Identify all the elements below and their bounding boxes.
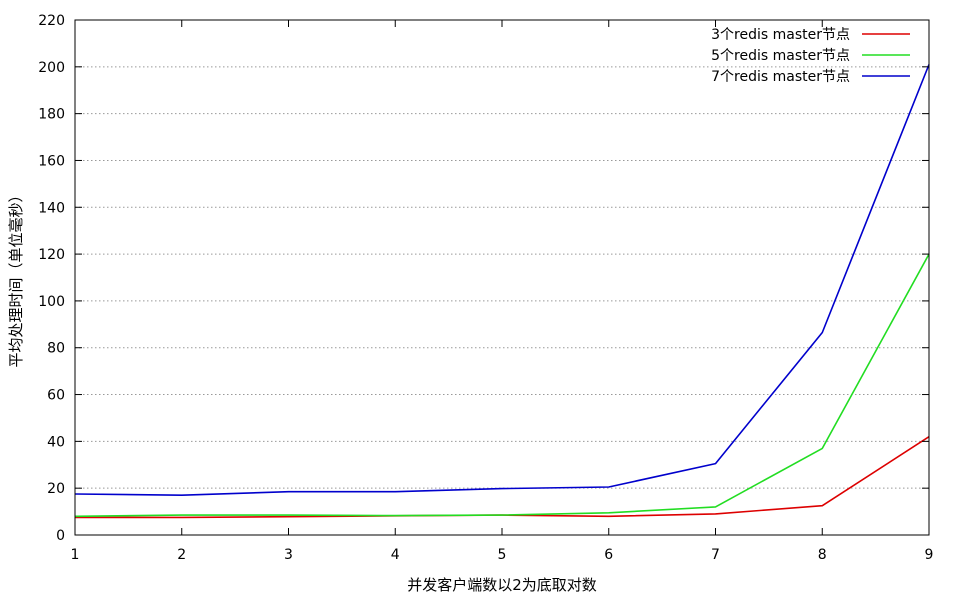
legend-label: 7个redis master节点 bbox=[711, 69, 850, 85]
tick-labels: 0 20 40 60 80 100 120 140 160 180 200 220 1 2 3 4 5 6 7 8 9 bbox=[38, 13, 933, 563]
y-tick-label: 220 bbox=[38, 13, 65, 29]
y-tick-label: 200 bbox=[38, 60, 65, 76]
y-tick-label: 100 bbox=[38, 294, 65, 310]
x-tick-label: 2 bbox=[177, 547, 186, 563]
y-tick-label: 0 bbox=[56, 528, 65, 544]
plot-border bbox=[74, 19, 930, 536]
series-line-3 bbox=[74, 64, 930, 497]
y-tick-label: 140 bbox=[38, 200, 65, 216]
series-line-1 bbox=[75, 436, 930, 519]
x-tick-label: 7 bbox=[711, 547, 720, 563]
x-tick-label: 6 bbox=[604, 547, 613, 563]
legend-label: 5个redis master节点 bbox=[711, 48, 850, 64]
y-axis-title: 平均处理时间（单位毫秒） bbox=[7, 187, 25, 367]
x-tick-label: 8 bbox=[818, 547, 827, 563]
y-tick-label: 180 bbox=[38, 107, 65, 123]
series-lines bbox=[74, 64, 930, 519]
y-tick-label: 40 bbox=[47, 434, 65, 450]
legend: 3个redis master节点 5个redis master节点 7个redis … bbox=[711, 27, 910, 85]
series-line-2 bbox=[74, 253, 930, 518]
x-tick-label: 9 bbox=[925, 547, 934, 563]
grid-lines bbox=[75, 66, 929, 489]
y-tick-label: 160 bbox=[38, 153, 65, 169]
y-tick-label: 80 bbox=[47, 341, 65, 357]
y-tick-label: 120 bbox=[38, 247, 65, 263]
x-tick-label: 1 bbox=[71, 547, 80, 563]
y-tick-label: 20 bbox=[47, 481, 65, 497]
legend-label: 3个redis master节点 bbox=[711, 27, 850, 43]
x-tick-label: 5 bbox=[498, 547, 507, 563]
x-tick-label: 3 bbox=[284, 547, 293, 563]
axis-ticks bbox=[74, 19, 930, 536]
y-tick-label: 60 bbox=[47, 388, 65, 404]
x-axis-title: 并发客户端数以2为底取对数 bbox=[407, 576, 597, 594]
x-tick-label: 4 bbox=[391, 547, 400, 563]
